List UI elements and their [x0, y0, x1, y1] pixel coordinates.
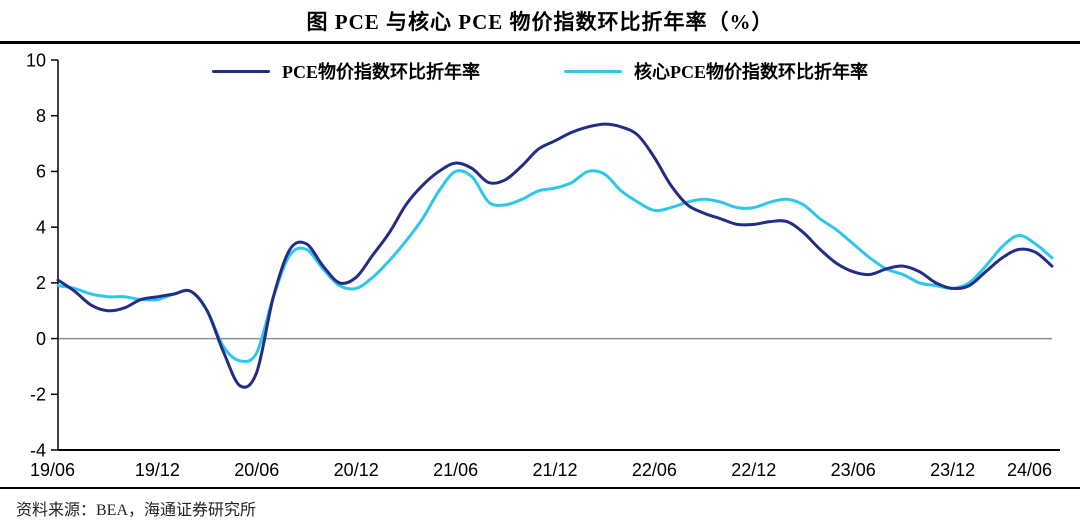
- y-tick-label: 4: [36, 217, 46, 237]
- x-tick-label: 23/12: [930, 460, 975, 480]
- chart-legend: PCE物价指数环比折年率 核心PCE物价指数环比折年率: [0, 58, 1080, 84]
- line-chart-canvas: 10 8 6 4 2 0 -2 -419/06 19/12 20/06 20/12 21/06 21/1…: [26, 50, 1060, 480]
- y-tick-label: -2: [30, 385, 46, 405]
- x-tick-label: 20/12: [334, 460, 379, 480]
- legend-item-pce: PCE物价指数环比折年率: [212, 58, 480, 84]
- y-tick-label: 10: [26, 50, 46, 70]
- chart-title: 图 PCE 与核心 PCE 物价指数环比折年率（%）: [306, 10, 774, 34]
- footer-divider-line: [0, 487, 1080, 489]
- title-divider-line: [0, 41, 1080, 44]
- y-tick-label: 8: [36, 106, 46, 126]
- core-pce-legend-label: 核心PCE物价指数环比折年率: [634, 62, 868, 82]
- x-tick-label: 19/06: [30, 460, 75, 480]
- pce-legend-label: PCE物价指数环比折年率: [282, 62, 480, 82]
- y-tick-label: 2: [36, 273, 46, 293]
- x-tick-label: 23/06: [831, 460, 876, 480]
- x-tick-label: 21/12: [532, 460, 577, 480]
- x-tick-label: 20/06: [234, 460, 279, 480]
- x-tick-label: 22/12: [731, 460, 776, 480]
- x-tick-label: 21/06: [433, 460, 478, 480]
- pce-line-swatch: [212, 69, 270, 73]
- legend-item-core-pce: 核心PCE物价指数环比折年率: [564, 58, 868, 84]
- x-tick-label: 22/06: [632, 460, 677, 480]
- core-pce-line-swatch: [564, 69, 622, 73]
- y-tick-label: 0: [36, 329, 46, 349]
- y-tick-label: 6: [36, 162, 46, 182]
- source-note: 资料来源：BEA，海通证券研究所: [16, 502, 257, 519]
- x-tick-label: 19/12: [135, 460, 180, 480]
- y-tick-label: -4: [30, 440, 46, 460]
- x-tick-label: 24/06: [1007, 460, 1052, 480]
- pce-line: [56, 122, 1054, 389]
